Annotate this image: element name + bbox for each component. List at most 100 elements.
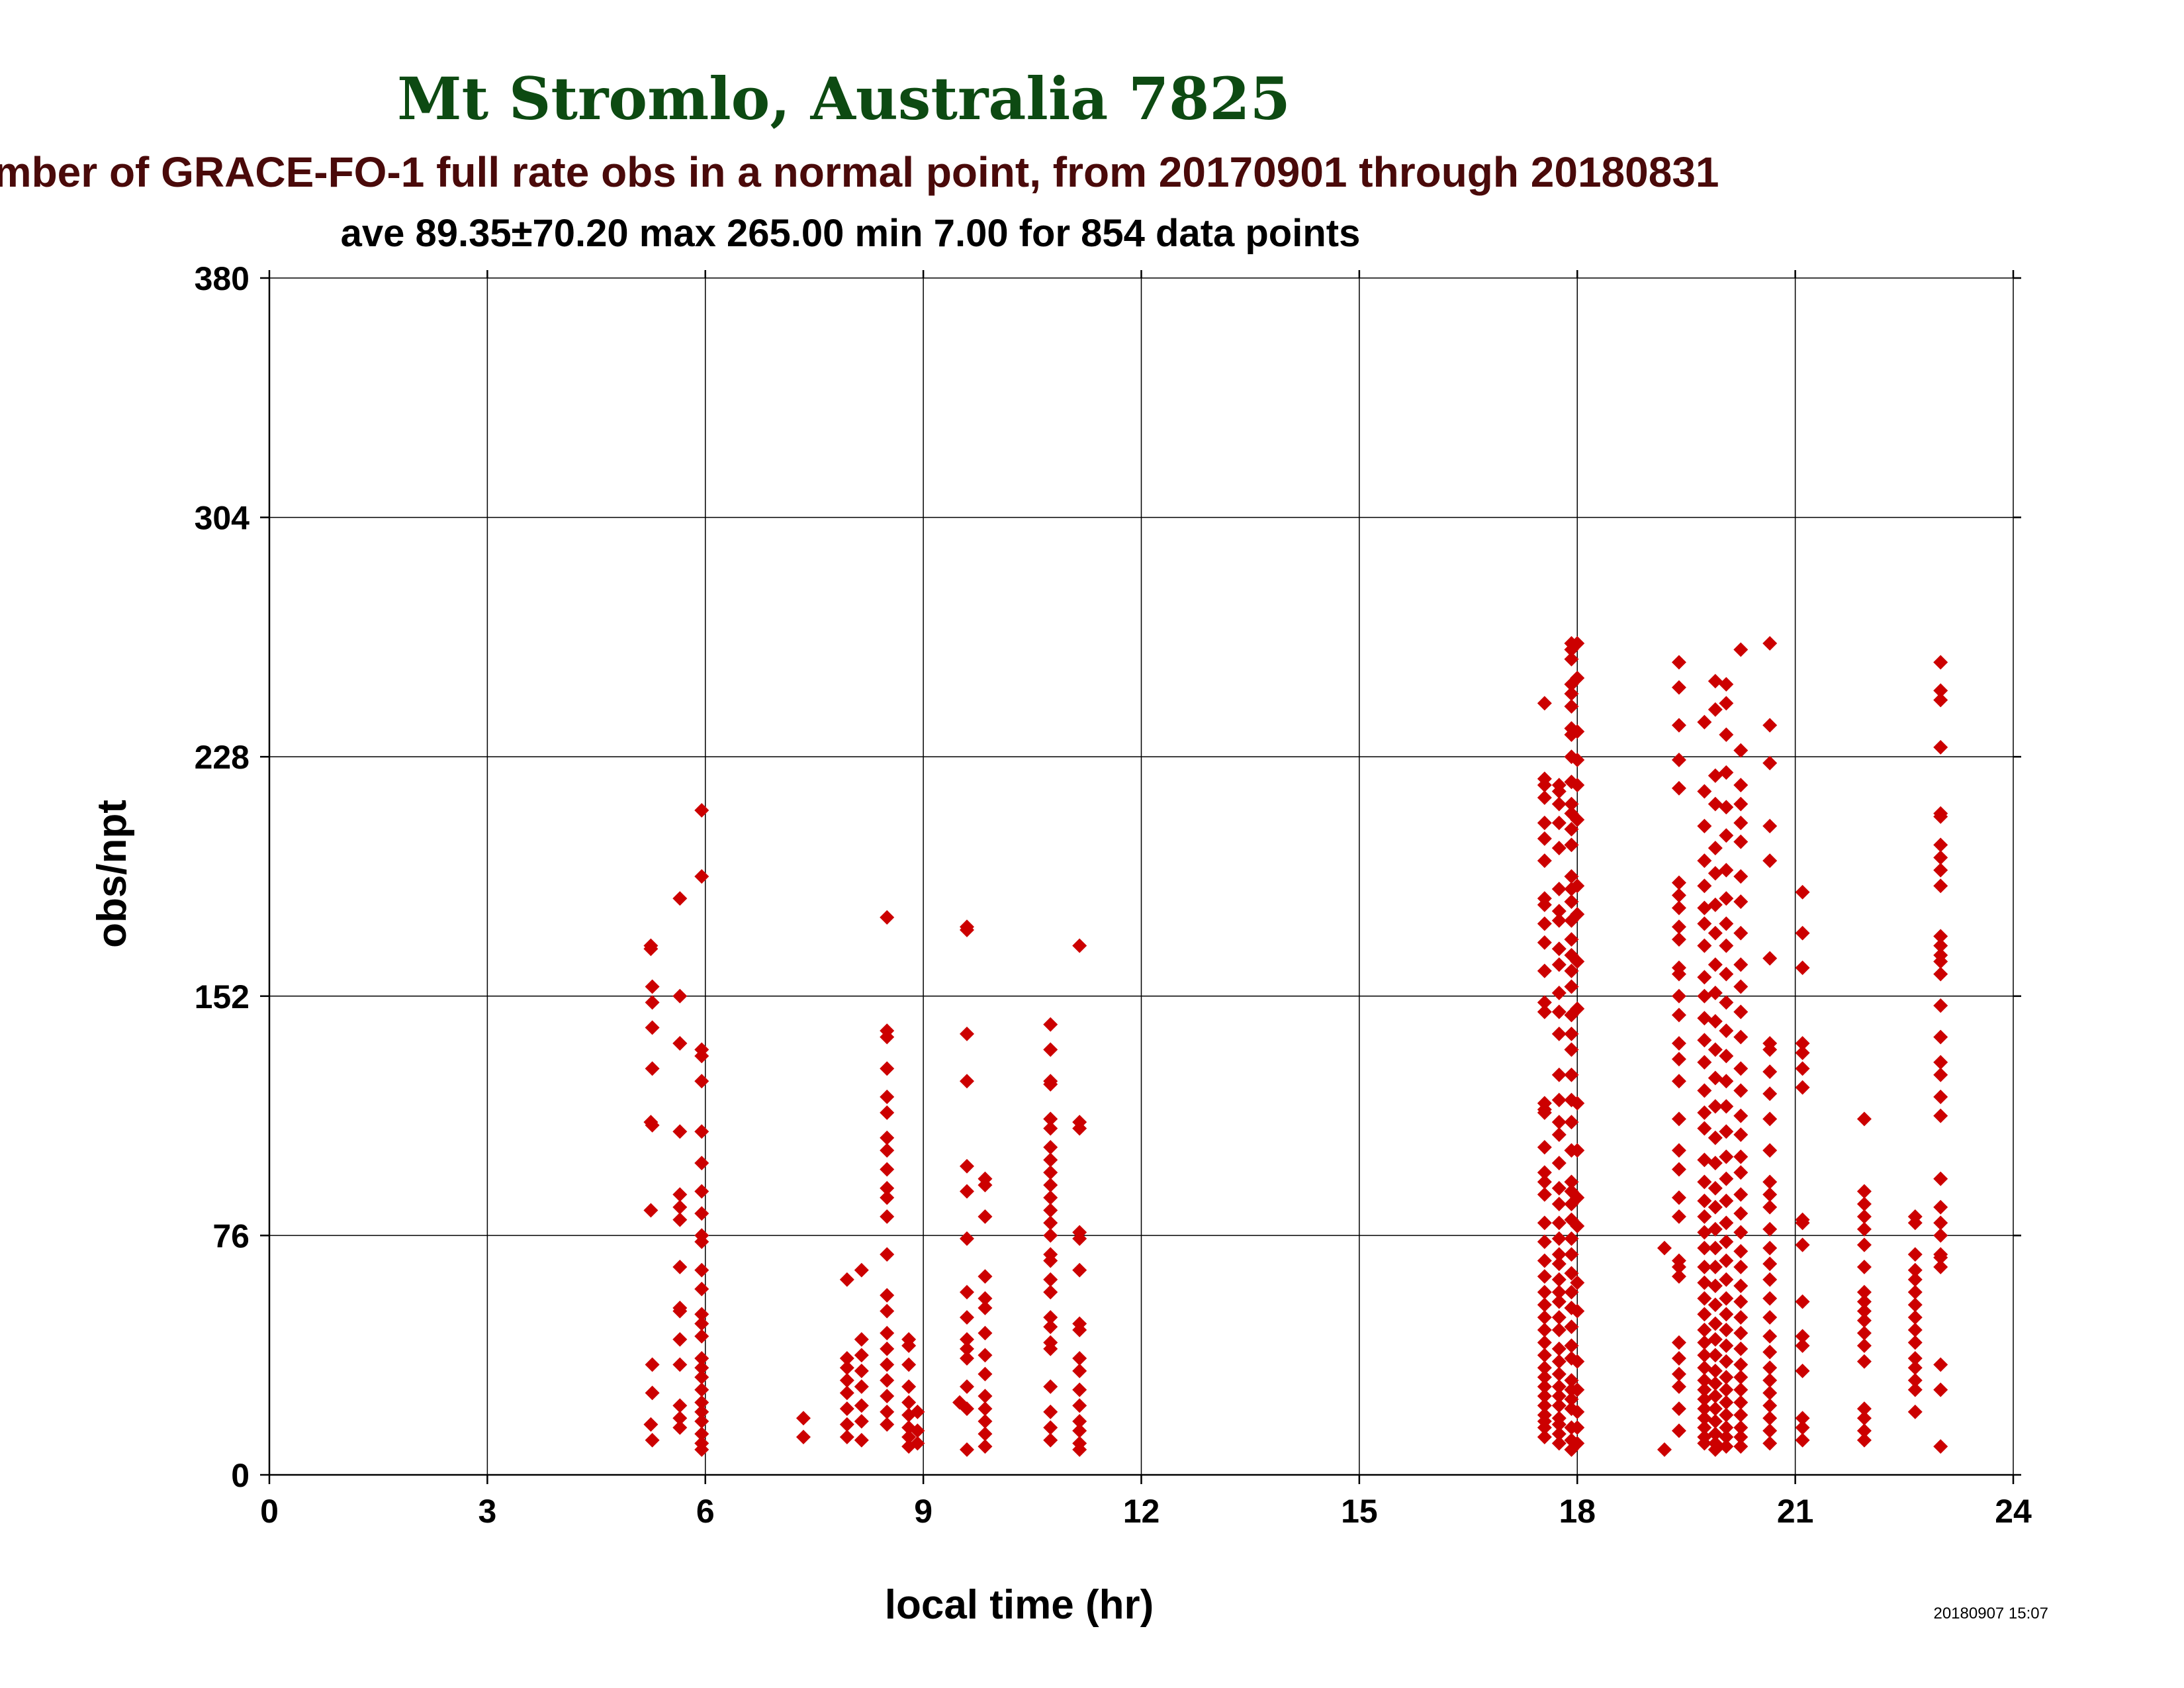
data-point xyxy=(1551,1341,1567,1356)
data-point xyxy=(1907,1360,1923,1376)
data-point xyxy=(1707,1130,1723,1145)
data-point xyxy=(1933,683,1948,698)
data-point xyxy=(1795,1420,1810,1435)
data-point xyxy=(1537,1360,1552,1376)
data-point xyxy=(1707,1389,1723,1404)
data-point xyxy=(1551,1155,1567,1170)
data-point xyxy=(978,1389,993,1404)
data-point xyxy=(1907,1272,1923,1288)
data-point xyxy=(1795,925,1810,941)
data-point xyxy=(1564,1373,1579,1388)
data-point xyxy=(1570,1303,1585,1319)
data-point xyxy=(901,1395,917,1410)
data-point xyxy=(1537,1285,1552,1300)
data-point xyxy=(854,1332,869,1347)
data-point xyxy=(880,1246,895,1262)
data-point xyxy=(1856,1401,1872,1417)
chart-subtitle: number of GRACE-FO-1 full rate obs in a … xyxy=(0,148,1719,196)
data-point xyxy=(1537,935,1552,950)
data-point xyxy=(1671,900,1686,915)
data-point xyxy=(1719,1307,1734,1322)
data-point xyxy=(1551,1323,1567,1338)
data-point xyxy=(854,1348,869,1363)
data-point xyxy=(1907,1350,1923,1366)
data-point xyxy=(1043,1121,1058,1136)
data-point xyxy=(1697,1174,1712,1190)
data-point xyxy=(1570,1275,1585,1290)
data-point xyxy=(645,1357,660,1372)
data-point xyxy=(854,1398,869,1413)
data-point xyxy=(1564,1338,1579,1353)
data-point xyxy=(1733,1370,1749,1385)
data-point xyxy=(978,1300,993,1315)
data-point xyxy=(1697,1225,1712,1240)
data-point xyxy=(960,1341,974,1356)
data-point xyxy=(1762,853,1778,868)
data-point xyxy=(1907,1262,1923,1278)
data-point xyxy=(1697,970,1712,985)
data-point xyxy=(672,1259,688,1274)
data-point xyxy=(1719,1323,1734,1338)
data-point xyxy=(1043,1272,1058,1288)
data-point xyxy=(1551,1231,1567,1246)
data-point xyxy=(1719,863,1734,878)
data-point xyxy=(1671,1209,1686,1224)
data-point xyxy=(1570,812,1585,827)
data-point xyxy=(960,1158,974,1174)
data-point xyxy=(1551,904,1567,919)
data-point xyxy=(672,1332,688,1347)
data-point xyxy=(1707,986,1723,1001)
data-point xyxy=(1697,853,1712,868)
data-point xyxy=(1697,1401,1712,1417)
data-point xyxy=(1719,1338,1734,1353)
data-point xyxy=(880,1357,895,1372)
data-point xyxy=(672,1420,688,1435)
data-point xyxy=(1697,1436,1712,1451)
data-point xyxy=(1762,1174,1778,1190)
data-point xyxy=(1719,1171,1734,1186)
data-point xyxy=(1072,1414,1087,1429)
data-point xyxy=(1697,1360,1712,1376)
data-point xyxy=(960,1231,974,1246)
data-point xyxy=(672,1036,688,1051)
data-point xyxy=(854,1379,869,1394)
data-point xyxy=(694,1382,709,1397)
data-point xyxy=(694,1184,709,1199)
data-point xyxy=(1697,1083,1712,1098)
data-point xyxy=(1564,1285,1579,1300)
data-point xyxy=(1537,1140,1552,1155)
data-point xyxy=(1762,1344,1778,1360)
data-point xyxy=(1856,1221,1872,1237)
data-point xyxy=(1719,995,1734,1010)
data-point xyxy=(1551,841,1567,856)
data-point xyxy=(880,1389,895,1404)
data-point xyxy=(854,1262,869,1278)
data-point xyxy=(645,1432,660,1448)
data-point xyxy=(1671,780,1686,796)
data-point xyxy=(1762,1436,1778,1451)
data-point xyxy=(1671,875,1686,890)
data-point xyxy=(1537,1215,1552,1231)
data-point xyxy=(1697,1209,1712,1224)
data-point xyxy=(1697,1335,1712,1350)
y-tick-label: 152 xyxy=(195,978,250,1015)
data-point xyxy=(880,1061,895,1076)
data-point xyxy=(854,1414,869,1429)
data-point xyxy=(1856,1313,1872,1328)
data-point xyxy=(1762,1411,1778,1426)
data-point xyxy=(1671,1162,1686,1177)
data-point xyxy=(1795,960,1810,975)
data-point xyxy=(1072,1398,1087,1413)
data-point xyxy=(1551,1246,1567,1262)
data-point xyxy=(1537,1297,1552,1313)
data-point xyxy=(1671,1036,1686,1051)
data-point xyxy=(1719,1420,1734,1435)
data-point xyxy=(694,1404,709,1419)
data-point xyxy=(1933,966,1948,982)
data-point xyxy=(1762,1111,1778,1127)
data-point xyxy=(1795,1036,1810,1051)
data-point xyxy=(1564,1319,1579,1335)
data-point xyxy=(1564,837,1579,853)
data-point xyxy=(1933,929,1948,944)
